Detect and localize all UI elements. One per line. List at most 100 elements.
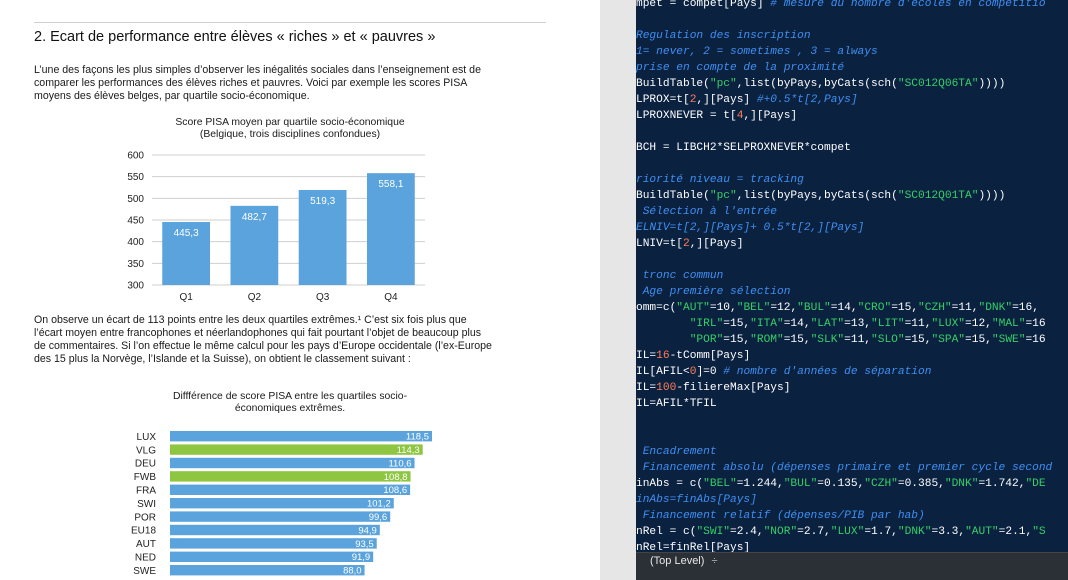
y-tick-label: 300 [127,281,144,292]
code-token: "ROM" [750,334,784,346]
code-token: "BEL" [736,302,771,314]
code-token: "SLK" [810,334,845,346]
chart1-quartile-scores: 300 350 400 450 500 550 600 445,3 Q1 482,7 Q2 519,3… [127,151,425,303]
x-tick-label: Q1 [179,292,193,303]
code-editor[interactable]: mpet = compet[Pays] # mesure du nombre d… [636,0,1068,580]
code-token: )))) [978,78,1006,90]
code-line[interactable]: riorité niveau = tracking [636,172,804,188]
code-token: BuildTable( [636,190,710,202]
bar [170,444,423,455]
category-label: SWE [133,566,156,577]
bar [170,457,415,469]
code-line[interactable]: "IRL"=15,"ITA"=14,"LAT"=13,"LIT"=11,"LUX… [636,316,1046,332]
middle-paragraph: On observe un écart de 113 points entre … [34,314,492,366]
code-line[interactable]: tronc commun [636,268,724,284]
code-line[interactable]: BuildTable("pc",list(byPays,byCats(sch("… [636,188,1005,204]
status-bar: (Top Level) ÷ [636,552,1068,580]
code-token: 0 [689,366,697,378]
category-label: FWB [134,472,157,483]
code-token: IL=AFIL*TFIL [636,398,717,410]
code-token: "MAL" [991,318,1026,330]
code-token: ,][Pays] [696,94,757,106]
code-line[interactable]: Sélection à l'entrée [636,204,777,220]
code-token: "SWE" [991,334,1026,346]
code-token: =15, [723,334,751,346]
code-line[interactable]: nRel = c("SWI"=2.4,"NOR"=2.7,"LUX"=1.7,"… [636,524,1046,540]
code-token: nRel = c( [636,526,697,538]
code-token: ELNIV=t[2,][Pays]+ 0.5*t[2,][Pays] [636,222,865,234]
y-tick-label: 500 [127,194,144,205]
code-token: "SLO" [871,334,905,346]
code-token: 1= never, 2 = sometimes , 3 = always [636,46,878,58]
code-line[interactable]: LPROXNEVER = t[4,][Pays] [636,108,797,124]
bar [170,565,365,576]
x-tick-label: Q3 [316,292,330,303]
code-line[interactable]: inAbs=finAbs[Pays] [636,492,757,508]
code-line[interactable]: inAbs = c("BEL"=1.244,"BUL"=0.135,"CZH"=… [636,476,1046,492]
code-token: =15, [891,302,919,314]
code-token: mpet = compet[Pays] [636,0,771,10]
scope-label: (Top Level) [650,555,705,567]
code-token: =12, [965,318,992,330]
code-token: BuildTable( [636,78,710,90]
window-gap [600,0,636,580]
y-tick-label: 550 [127,172,144,183]
intro-line: moyens des élèves belges, par quartile s… [34,90,310,102]
category-label: VLG [136,445,156,456]
code-token: =14, [783,318,811,330]
code-line[interactable]: "POR"=15,"ROM"=15,"SLK"=11,"SLO"=15,"SPA… [636,332,1046,348]
code-line[interactable]: prise en compte de la proximité [636,60,844,76]
bar [170,551,374,562]
bar [170,524,380,536]
code-token: "NOR" [763,526,798,538]
code-token: IL[AFIL< [636,366,690,378]
code-token: -filiereMax[Pays] [676,382,791,394]
code-token: Financement relatif (dépenses/PIB par ha… [636,510,925,522]
code-line[interactable]: Financement relatif (dépenses/PIB par ha… [636,508,925,524]
code-line[interactable]: BCH = LIBCH2*SELPROXNEVER*compet [636,140,851,156]
bar [366,173,415,285]
code-line[interactable]: IL=AFIL*TFIL [636,396,717,412]
code-line[interactable]: LNIV=t[2,][Pays] [636,236,743,252]
code-token: =11, [951,302,979,314]
code-token: ,list(byPays,byCats(sch( [736,78,898,90]
code-token: "BEL" [703,478,737,490]
code-line[interactable]: LPROX=t[2,][Pays] #+0.5*t[2,Pays] [636,92,858,108]
code-token: "LAT" [810,318,845,330]
code-line[interactable]: IL=16-tComm[Pays] [636,348,750,364]
code-line[interactable]: Financement absolu (dépenses primaire et… [636,460,1053,476]
code-token: 2 [689,94,697,106]
code-token: "S [1032,526,1046,538]
y-tick-label: 600 [127,151,144,162]
code-line[interactable]: nRel=finRel[Pays] [636,540,750,556]
code-line[interactable]: IL[AFIL<0]=0 # nombre d'années de sépara… [636,364,931,380]
bar-value-label: 108,6 [383,485,407,496]
code-line[interactable]: BuildTable("pc",list(byPays,byCats(sch("… [636,76,1005,92]
code-token: LPROX=t[ [636,94,690,106]
code-token: # nombre d'années de séparation [723,366,932,378]
function-scope-menu[interactable]: (Top Level) ÷ [650,555,718,567]
code-line[interactable]: ELNIV=t[2,][Pays]+ 0.5*t[2,][Pays] [636,220,864,236]
bar-value-label: 93,5 [355,539,374,550]
code-line[interactable]: Age première sélection [636,284,791,300]
document-page: 2. Ecart de performance entre élèves « r… [0,0,600,580]
code-line[interactable]: omm=c("AUT"=10,"BEL"=12,"BUL"=14,"CRO"=1… [636,300,1039,316]
code-token: =2.1, [998,526,1033,538]
code-line[interactable]: 1= never, 2 = sometimes , 3 = always [636,44,878,60]
code-line[interactable]: IL=100-filiereMax[Pays] [636,380,790,396]
code-line[interactable]: Regulation des inscription [636,28,811,44]
code-token: BCH = LIBCH2*SELPROXNEVER*compet [636,142,851,154]
code-line[interactable]: mpet = compet[Pays] # mesure du nombre d… [636,0,1046,12]
code-line[interactable]: Encadrement [636,444,717,460]
code-token: ,][Pays] [743,110,798,122]
category-label: SWI [137,499,156,510]
code-token: "pc" [709,190,737,202]
code-token: "DNK" [944,478,979,490]
code-token: 2 [683,238,690,250]
middle-line: l’écart moyen entre francophones et néer… [34,327,482,339]
code-token: ,list(byPays,byCats(sch( [736,190,898,202]
code-token: "CZH" [918,302,952,314]
code-token: "AUT" [965,526,999,538]
chart1-title: Score PISA moyen par quartile socio-écon… [150,117,430,141]
y-tick-label: 400 [127,237,144,248]
